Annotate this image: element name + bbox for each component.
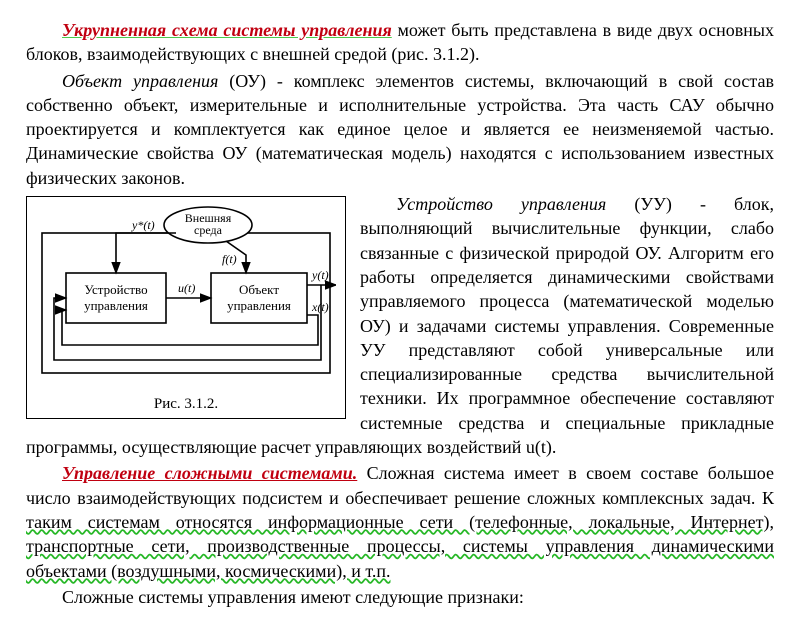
block-left-l1: Устройство xyxy=(84,282,147,297)
term-ou: Объект управления xyxy=(62,71,218,91)
paragraph-2: Объект управления (ОУ) - комплекс элемен… xyxy=(26,69,774,190)
sig-x: x(t) xyxy=(311,300,329,314)
sig-f: f(t) xyxy=(222,252,237,266)
sig-ystar: y*(t) xyxy=(131,218,155,232)
block-right-l1: Объект xyxy=(239,282,279,297)
heading-scheme: Укрупненная схема системы управления xyxy=(62,20,392,40)
heading-complex: Управление сложными системами. xyxy=(62,463,357,483)
term-uu: Устройство управления xyxy=(396,194,606,214)
figure-caption: Рис. 3.1.2. xyxy=(33,394,339,414)
paragraph-1: Укрупненная схема системы управления мож… xyxy=(26,18,774,67)
paragraph-4: Управление сложными системами. Сложная с… xyxy=(26,461,774,582)
sig-y: y(t) xyxy=(311,268,329,282)
paragraph-5: Сложные системы управления имеют следующ… xyxy=(26,585,774,609)
diagram-svg: Внешняя среда Устройство управления Объе… xyxy=(36,205,336,390)
block-right-l2: управления xyxy=(227,298,291,313)
figure-3-1-2: Внешняя среда Устройство управления Объе… xyxy=(26,196,346,419)
env-label-l2: среда xyxy=(194,223,223,237)
para4-wavy: таким системам относятся информационные … xyxy=(26,512,774,581)
block-left-l2: управления xyxy=(84,298,148,313)
sig-u: u(t) xyxy=(178,281,195,295)
